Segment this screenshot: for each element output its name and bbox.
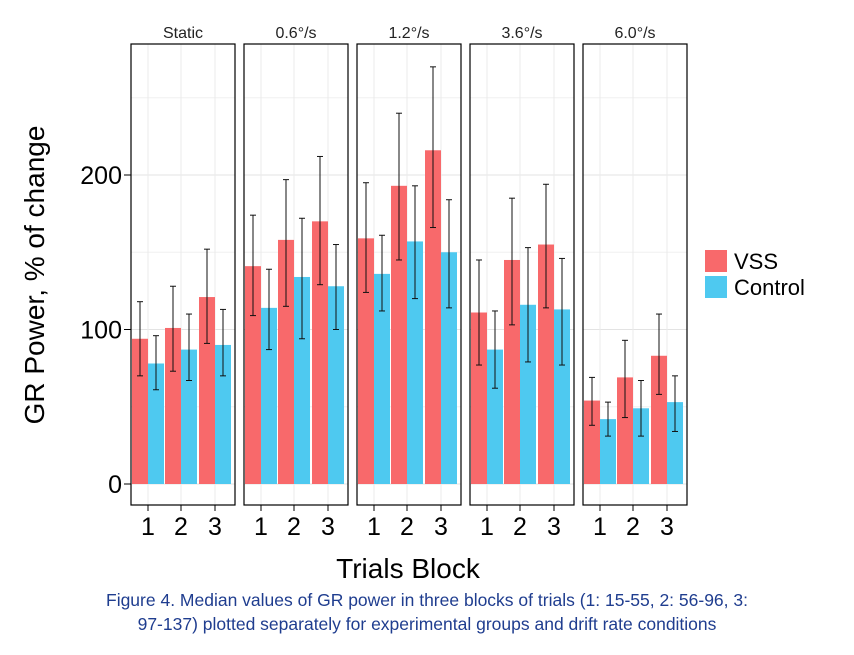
bar-vss [278, 239, 294, 484]
panel-border [582, 43, 688, 506]
bar-vss [651, 355, 667, 484]
panel: Static 1 2 3 [130, 25, 236, 541]
bar-vss [199, 297, 215, 484]
facet-label: 3.6°/s [501, 25, 542, 42]
x-tick-label: 2 [287, 513, 301, 541]
caption-line-2: 97-137) plotted separately for experimen… [137, 614, 717, 634]
x-tick-label: 1 [141, 513, 155, 541]
bar-control [407, 241, 423, 484]
x-tick-label: 1 [593, 513, 607, 541]
facet-label: 0.6°/s [275, 25, 316, 42]
facet-label: 6.0°/s [614, 25, 655, 42]
x-tick-label: 3 [208, 513, 222, 541]
bar-control [633, 408, 649, 484]
bar-control [148, 363, 164, 484]
bar-vss [132, 338, 148, 484]
panel: 0.6°/s 1 2 3 [243, 25, 349, 541]
bar-vss [538, 244, 554, 484]
legend-key-vss [705, 250, 727, 272]
bar-vss [245, 266, 261, 484]
legend-key-control [705, 276, 727, 298]
bar-control [667, 402, 683, 484]
y-axis-label: GR Power, % of change [19, 126, 50, 425]
panel-border [243, 43, 349, 506]
bar-vss [425, 150, 441, 484]
bar-control [600, 419, 616, 484]
x-tick-label: 2 [626, 513, 640, 541]
panel-border [469, 43, 575, 506]
panel: 3.6°/s 1 2 3 [469, 25, 575, 541]
y-tick-label: 200 [80, 162, 122, 190]
bar-vss [504, 259, 520, 484]
bar-vss [358, 238, 374, 484]
bar-control [261, 307, 277, 484]
caption-line-1: Figure 4. Median values of GR power in t… [106, 590, 748, 610]
x-tick-label: 2 [513, 513, 527, 541]
panel: 6.0°/s 1 2 3 [582, 25, 688, 541]
y-tick-label: 100 [80, 317, 122, 345]
x-tick-label: 3 [434, 513, 448, 541]
y-tick-label: 0 [108, 471, 122, 499]
x-tick-label: 3 [547, 513, 561, 541]
bar-vss [312, 221, 328, 484]
bar-control [487, 349, 503, 484]
facet-label: Static [163, 25, 203, 42]
x-tick-label: 1 [254, 513, 268, 541]
x-axis-label: Trials Block [336, 553, 481, 584]
bar-vss [165, 327, 181, 484]
x-tick-label: 2 [174, 513, 188, 541]
bar-control [441, 252, 457, 484]
bar-vss [471, 312, 487, 484]
bar-control [294, 276, 310, 484]
figure-caption: Figure 4. Median values of GR power in t… [0, 588, 854, 636]
facet-label: 1.2°/s [388, 25, 429, 42]
panel: 1.2°/s 1 2 3 [356, 25, 462, 541]
bar-vss [617, 377, 633, 484]
x-tick-label: 1 [480, 513, 494, 541]
bar-control [181, 349, 197, 484]
x-tick-label: 3 [660, 513, 674, 541]
legend-label: VSS [734, 249, 778, 274]
panel-border [356, 43, 462, 506]
bar-vss [584, 400, 600, 484]
bar-control [520, 304, 536, 484]
bar-control [554, 309, 570, 484]
bar-control [328, 286, 344, 484]
bar-vss [391, 185, 407, 484]
panel-border [130, 43, 236, 506]
legend-label: Control [734, 275, 805, 300]
x-tick-label: 3 [321, 513, 335, 541]
bar-control [374, 273, 390, 484]
x-tick-label: 1 [367, 513, 381, 541]
x-tick-label: 2 [400, 513, 414, 541]
bar-control [215, 344, 231, 484]
